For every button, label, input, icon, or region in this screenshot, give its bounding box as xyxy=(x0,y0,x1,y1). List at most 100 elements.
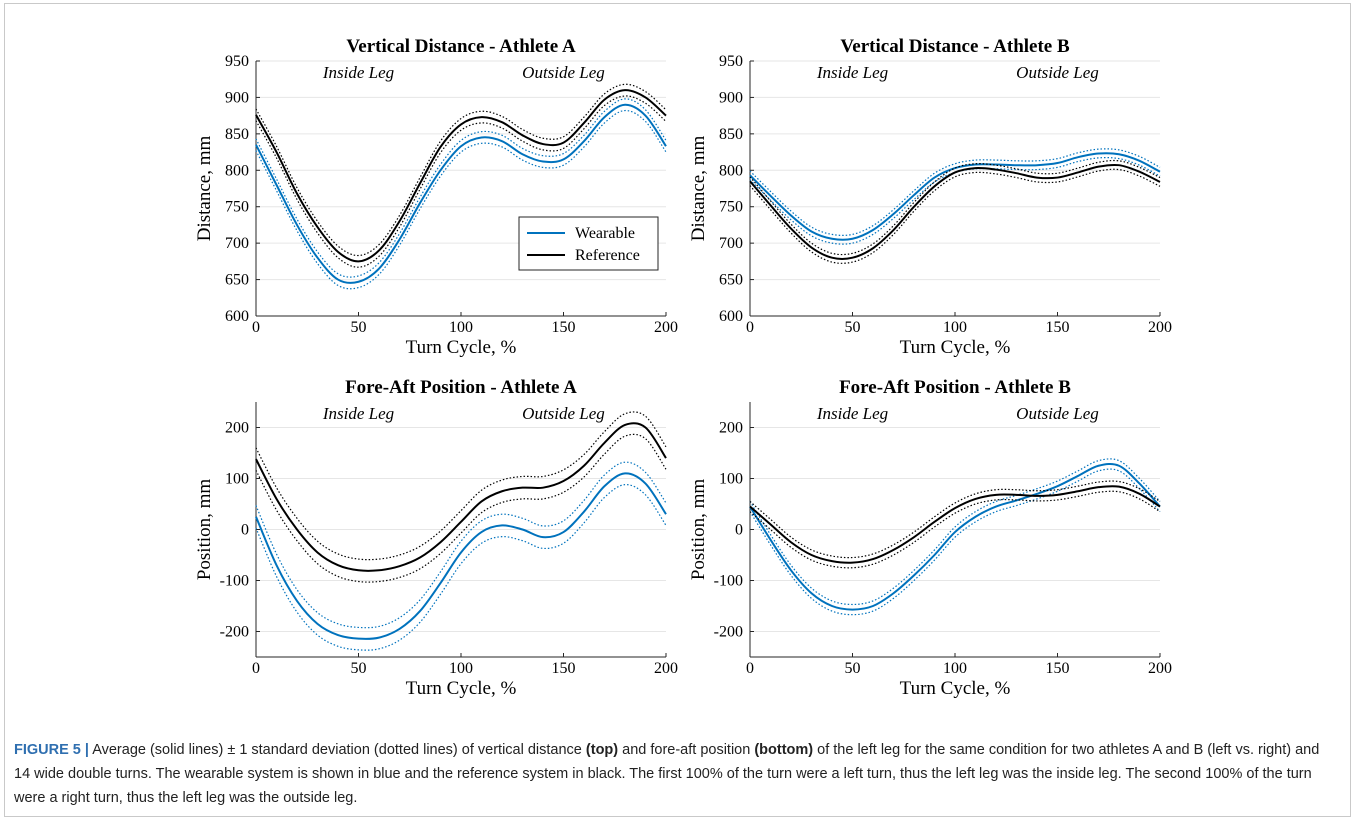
leg-annotation: Inside Leg xyxy=(816,404,888,423)
y-axis-label: Distance, mm xyxy=(194,136,215,242)
reference-upper-sd-line xyxy=(749,159,1161,256)
figure-frame xyxy=(4,3,1351,817)
reference-lower-sd-line xyxy=(255,95,667,268)
y-tick-label: 100 xyxy=(719,471,743,488)
leg-annotation: Inside Leg xyxy=(322,63,394,82)
y-tick-label: -200 xyxy=(714,624,743,641)
wearable-mean-line xyxy=(749,152,1161,241)
y-tick-label: 600 xyxy=(719,308,743,325)
y-tick-label: 950 xyxy=(719,53,743,70)
chart-title: Fore-Aft Position - Athlete B xyxy=(839,377,1071,398)
y-tick-label: 650 xyxy=(225,272,249,289)
reference-mean-line xyxy=(255,422,667,572)
y-axis-label: Distance, mm xyxy=(688,136,709,242)
caption-text-1: Average (solid lines) ± 1 standard devia… xyxy=(88,742,586,758)
y-tick-label: 0 xyxy=(241,522,249,539)
leg-annotation: Outside Leg xyxy=(522,63,605,82)
y-axis-label: Position, mm xyxy=(194,479,215,581)
wearable-mean-line xyxy=(255,103,667,284)
caption-text-3: of the left leg for the same condition f… xyxy=(14,742,1320,806)
y-tick-label: 600 xyxy=(225,308,249,325)
leg-annotation: Outside Leg xyxy=(1016,63,1099,82)
reference-upper-sd-line xyxy=(255,83,667,257)
x-tick-label: 50 xyxy=(351,319,367,336)
y-tick-label: 850 xyxy=(225,126,249,143)
caption-label: FIGURE 5 | xyxy=(14,742,89,758)
leg-annotation: Inside Leg xyxy=(816,63,888,82)
x-tick-label: 0 xyxy=(746,319,754,336)
y-tick-label: 0 xyxy=(735,522,743,539)
y-tick-label: 200 xyxy=(225,420,249,437)
wearable-lower-sd-line xyxy=(255,484,667,651)
x-tick-label: 150 xyxy=(552,319,576,336)
leg-annotation: Inside Leg xyxy=(322,404,394,423)
y-axis-label: Position, mm xyxy=(688,479,709,581)
y-tick-label: 950 xyxy=(225,53,249,70)
y-tick-label: -100 xyxy=(220,573,249,590)
x-tick-label: 0 xyxy=(252,660,260,677)
y-tick-label: 650 xyxy=(719,272,743,289)
y-tick-label: 700 xyxy=(719,235,743,252)
chart-panel-1: 0 50 100 150 200 600 650 700 750 800 850 900 950 Turn… xyxy=(194,36,678,358)
wearable-lower-sd-line xyxy=(749,468,1161,616)
y-tick-label: 850 xyxy=(719,126,743,143)
legend-box xyxy=(518,216,659,271)
reference-mean-line xyxy=(749,485,1161,564)
reference-lower-sd-line xyxy=(749,490,1161,569)
y-tick-label: -200 xyxy=(220,624,249,641)
legend-label-reference: Reference xyxy=(575,247,640,264)
chart-panel-3: 0 50 100 150 200 -200 -100 0 100 200 Turn Cycle, %… xyxy=(194,377,678,699)
y-tick-label: 750 xyxy=(225,199,249,216)
x-tick-label: 150 xyxy=(1046,319,1070,336)
y-tick-label: 900 xyxy=(225,89,249,106)
y-tick-label: 900 xyxy=(719,89,743,106)
x-axis-label: Turn Cycle, % xyxy=(406,337,517,358)
reference-mean-line xyxy=(749,163,1161,260)
chart-panel-2: 0 50 100 150 200 600 650 700 750 800 850 900 950 Turn… xyxy=(688,36,1172,358)
legend: Wearable Reference xyxy=(518,216,659,271)
x-tick-label: 100 xyxy=(943,660,967,677)
reference-lower-sd-line xyxy=(749,168,1161,264)
wearable-mean-line xyxy=(255,472,667,640)
leg-annotation: Outside Leg xyxy=(1016,404,1099,423)
caption-bold-bottom: (bottom) xyxy=(754,742,814,758)
wearable-upper-sd-line xyxy=(749,458,1161,606)
y-tick-label: 800 xyxy=(225,162,249,179)
y-tick-label: 100 xyxy=(225,471,249,488)
reference-upper-sd-line xyxy=(255,411,667,561)
legend-label-wearable: Wearable xyxy=(575,225,635,242)
chart-title: Vertical Distance - Athlete B xyxy=(840,36,1070,57)
y-tick-label: 700 xyxy=(225,235,249,252)
leg-annotation: Outside Leg xyxy=(522,404,605,423)
y-tick-label: 750 xyxy=(719,199,743,216)
reference-lower-sd-line xyxy=(255,433,667,583)
figure-caption: FIGURE 5 | Average (solid lines) ± 1 sta… xyxy=(14,738,1339,810)
chart-title: Fore-Aft Position - Athlete A xyxy=(345,377,577,398)
x-tick-label: 100 xyxy=(943,319,967,336)
x-tick-label: 200 xyxy=(654,319,678,336)
chart-panel-4: 0 50 100 150 200 -200 -100 0 100 200 Turn Cycle, %… xyxy=(688,377,1172,699)
x-tick-label: 200 xyxy=(654,660,678,677)
y-tick-label: 200 xyxy=(719,420,743,437)
x-tick-label: 150 xyxy=(552,660,576,677)
charts-canvas: 0 50 100 150 200 600 650 700 750 800 850 900 950 Turn… xyxy=(194,36,1172,699)
x-tick-label: 200 xyxy=(1148,660,1172,677)
x-tick-label: 50 xyxy=(351,660,367,677)
x-axis-label: Turn Cycle, % xyxy=(900,337,1011,358)
wearable-mean-line xyxy=(749,462,1161,611)
y-tick-label: -100 xyxy=(714,573,743,590)
x-tick-label: 0 xyxy=(252,319,260,336)
x-axis-label: Turn Cycle, % xyxy=(900,678,1011,699)
x-tick-label: 100 xyxy=(449,660,473,677)
x-tick-label: 100 xyxy=(449,319,473,336)
x-tick-label: 50 xyxy=(845,319,861,336)
caption-bold-top: (top) xyxy=(585,742,619,758)
x-tick-label: 200 xyxy=(1148,319,1172,336)
x-tick-label: 0 xyxy=(746,660,754,677)
y-tick-label: 800 xyxy=(719,162,743,179)
reference-mean-line xyxy=(255,89,667,263)
wearable-upper-sd-line xyxy=(749,148,1161,237)
chart-title: Vertical Distance - Athlete A xyxy=(346,36,576,57)
x-tick-label: 50 xyxy=(845,660,861,677)
x-axis-label: Turn Cycle, % xyxy=(406,678,517,699)
